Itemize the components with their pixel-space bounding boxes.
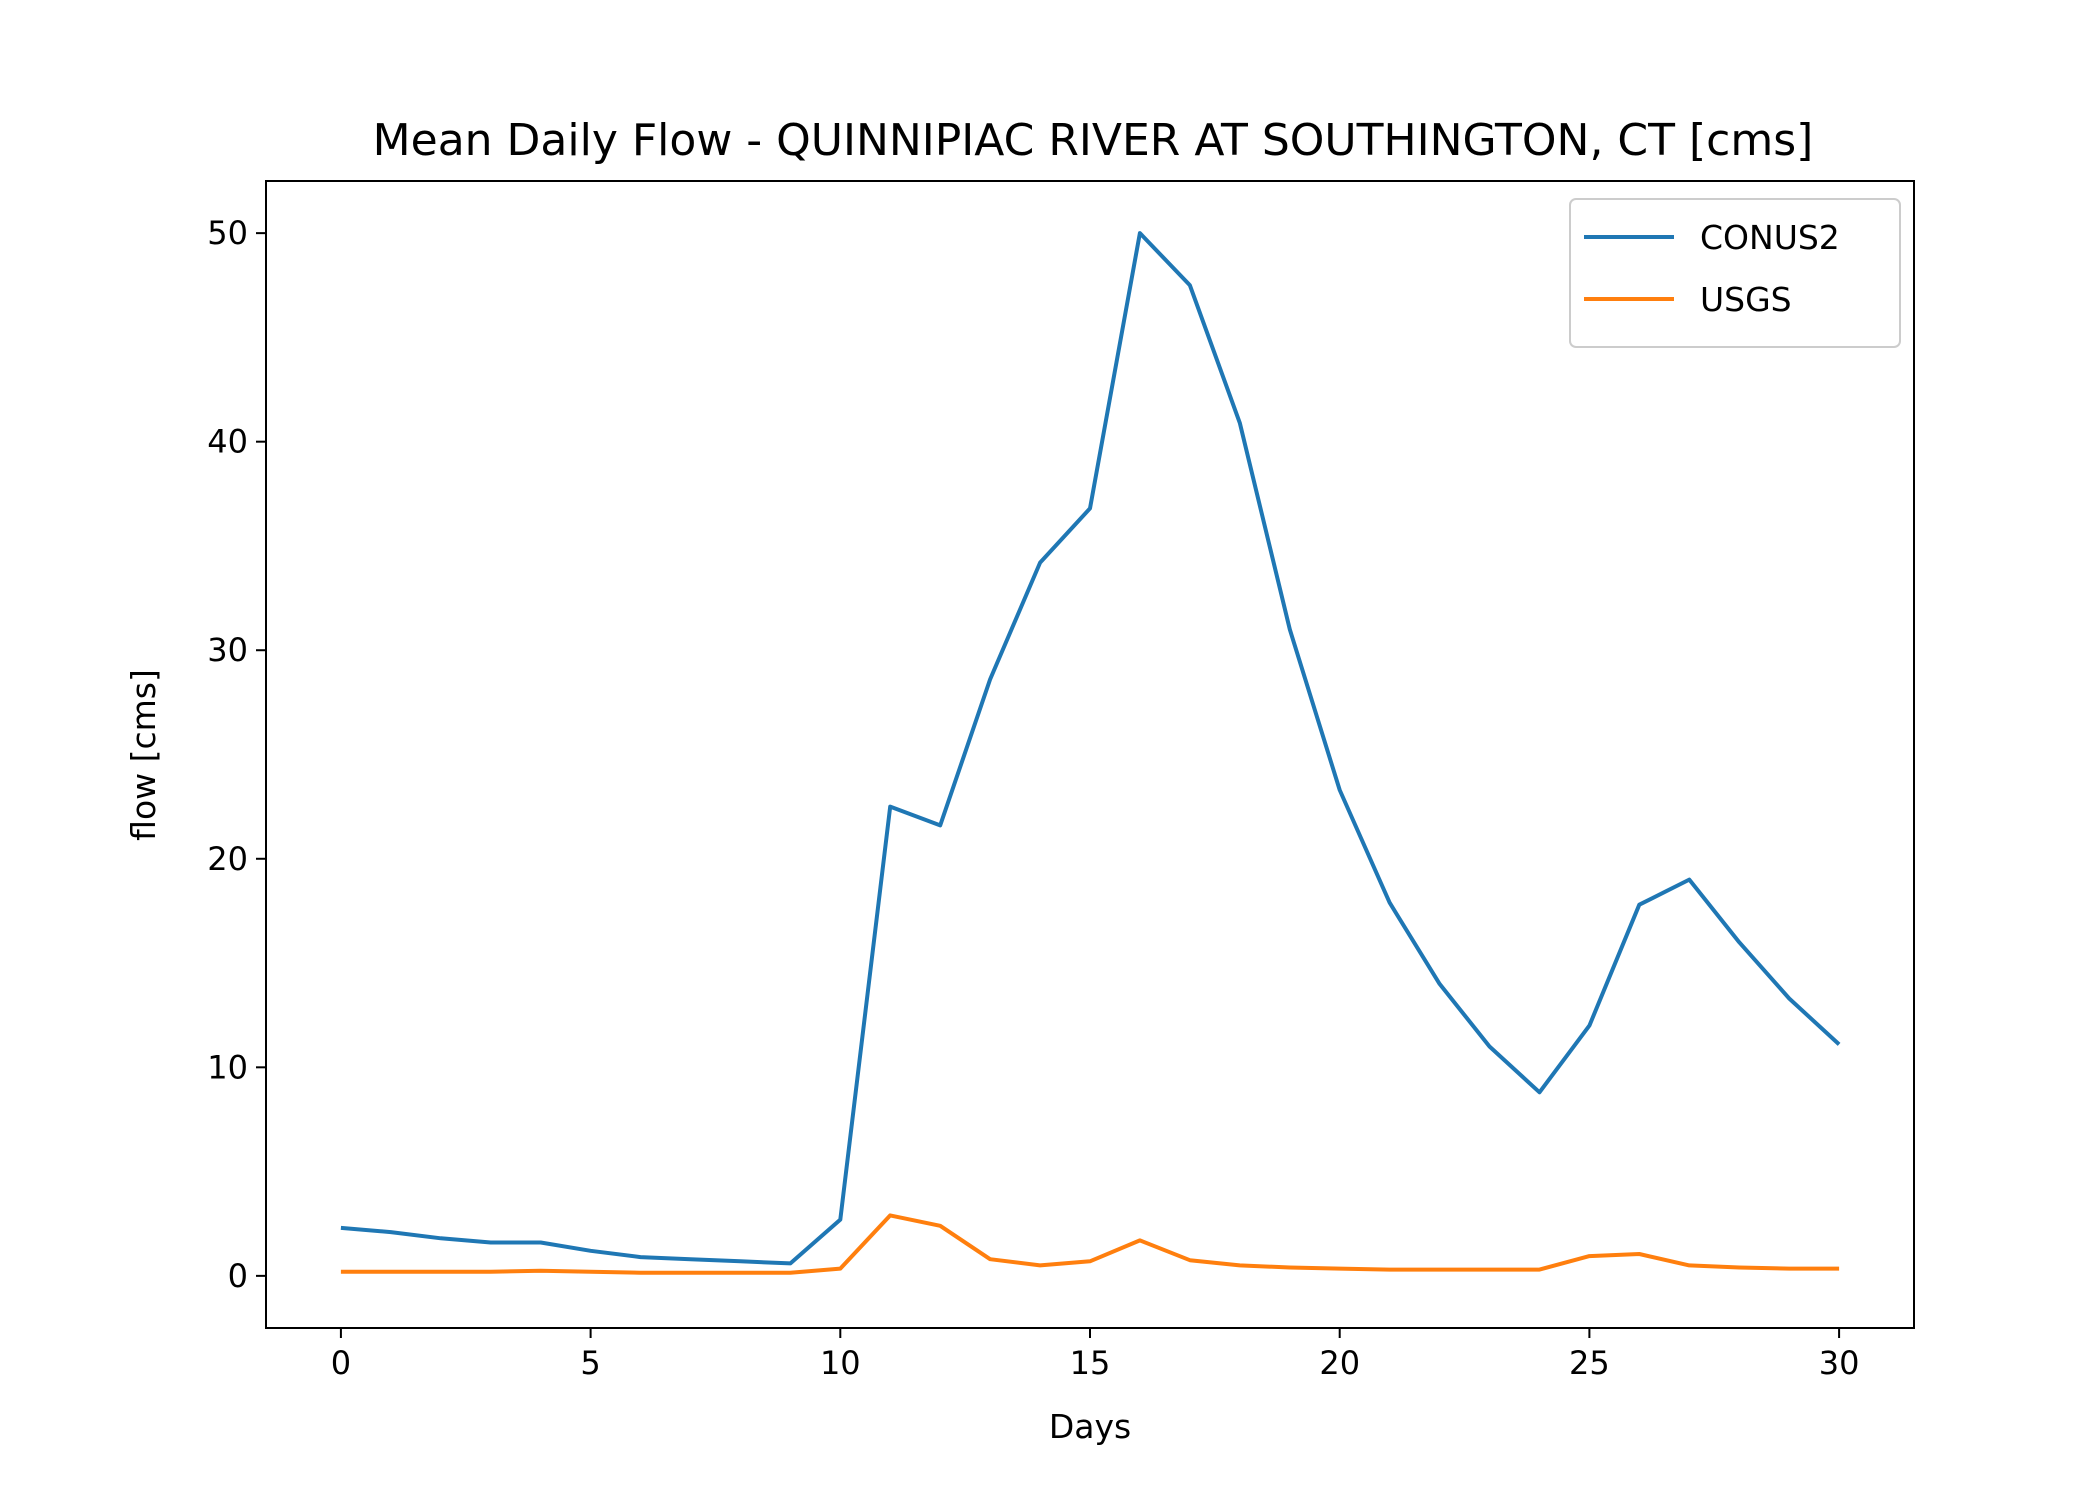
- series-line-usgs: [340, 1213, 1840, 1275]
- x-axis-label: Days: [1049, 1407, 1131, 1446]
- y-tick-label: 30: [207, 631, 248, 669]
- y-tick-label: 20: [207, 840, 248, 878]
- x-tick-label: 25: [1569, 1344, 1610, 1382]
- legend-label-conus2: CONUS2: [1700, 218, 1840, 257]
- x-tick-label: 30: [1819, 1344, 1860, 1382]
- x-axis: 0 5 10 15 20 25 30: [331, 1328, 1860, 1382]
- x-tick-label: 20: [1319, 1344, 1360, 1382]
- chart-title: Mean Daily Flow - QUINNIPIAC RIVER AT SO…: [373, 115, 1814, 166]
- y-axis-label: flow [cms]: [124, 669, 163, 841]
- y-tick-label: 10: [207, 1048, 248, 1086]
- y-axis: 0 10 20 30 40 50: [207, 214, 266, 1295]
- legend: CONUS2 USGS: [1569, 198, 1901, 348]
- x-tick-label: 0: [331, 1344, 351, 1382]
- y-tick-label: 40: [207, 423, 248, 461]
- y-tick-label: 50: [207, 214, 248, 252]
- legend-label-usgs: USGS: [1700, 280, 1792, 319]
- y-tick-label: 0: [228, 1257, 248, 1295]
- series-lines: [340, 231, 1841, 1275]
- series-line-conus2: [340, 231, 1841, 1266]
- x-tick-label: 5: [580, 1344, 600, 1382]
- x-tick-label: 15: [1070, 1344, 1111, 1382]
- x-tick-label: 10: [820, 1344, 861, 1382]
